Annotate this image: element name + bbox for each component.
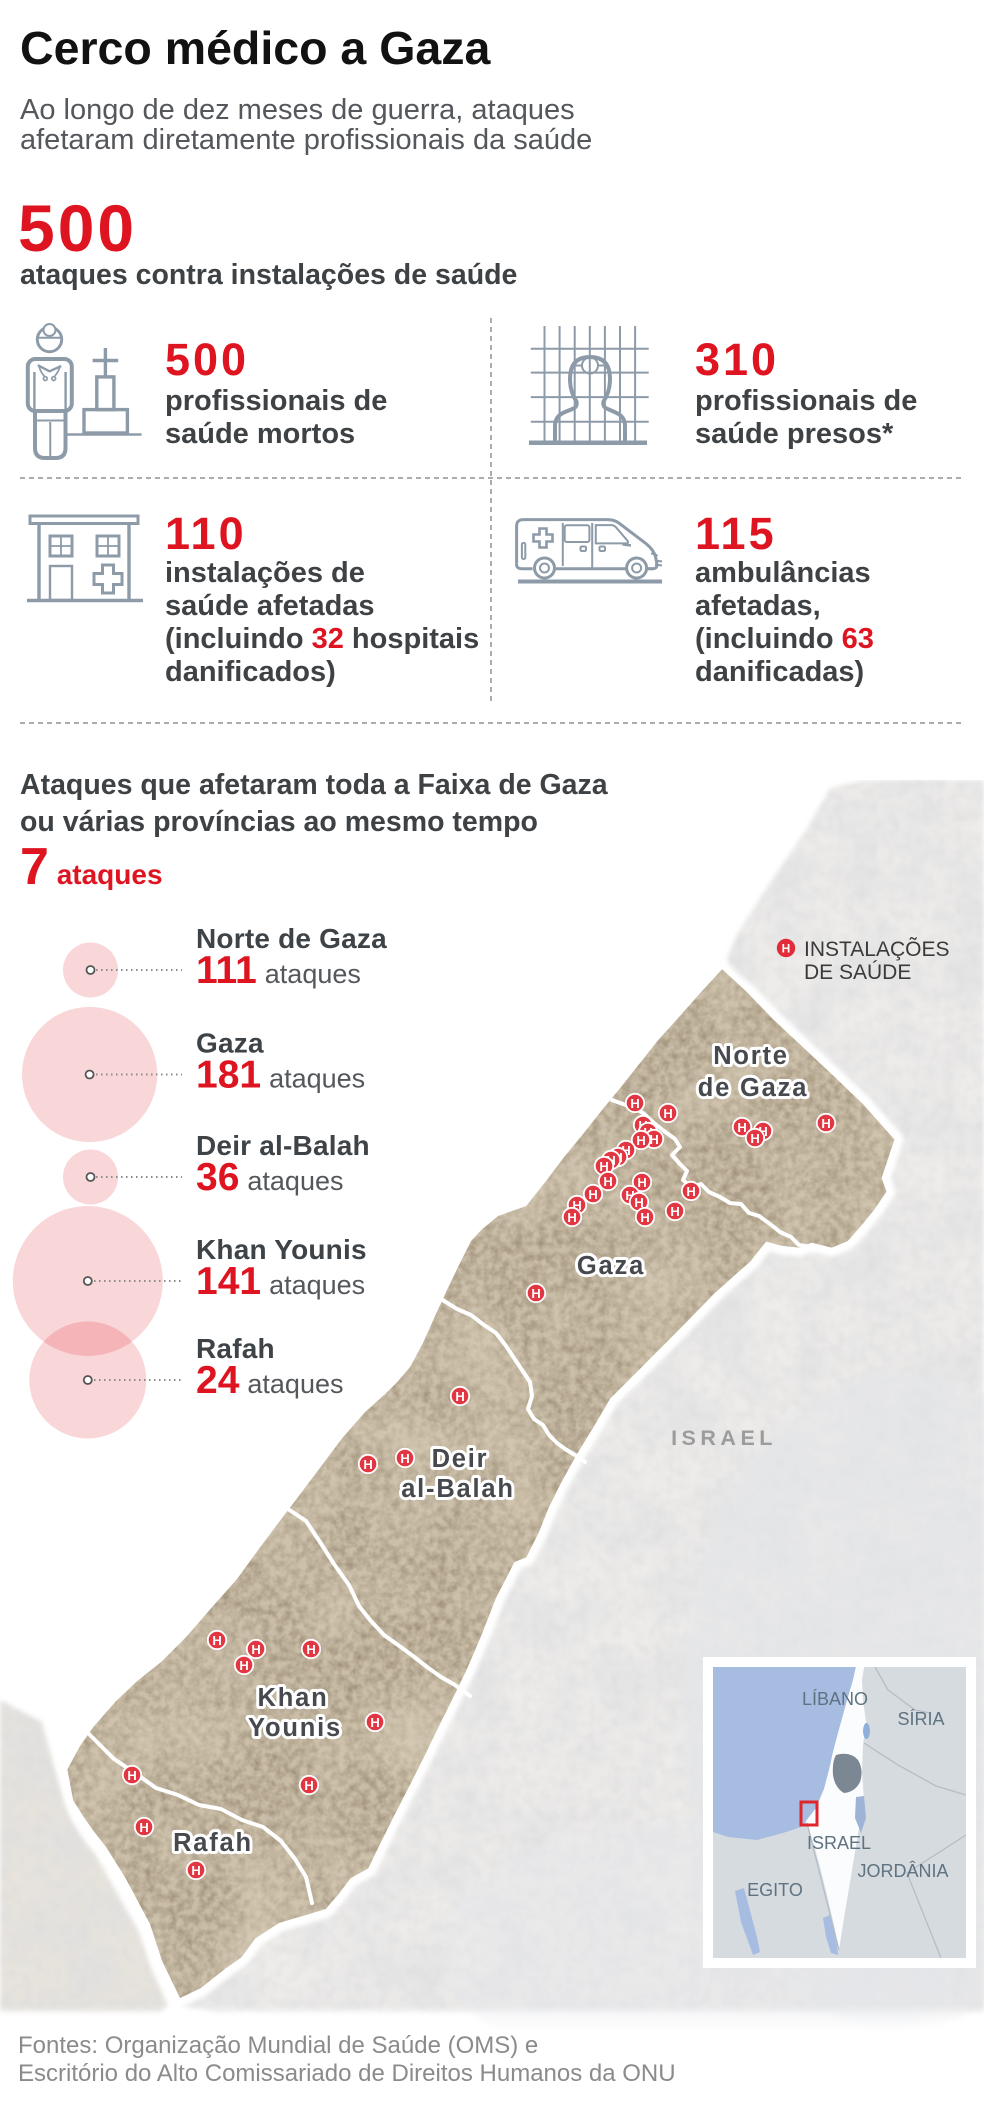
svg-text:H: H	[306, 1642, 315, 1657]
svg-text:Rafah: Rafah	[173, 1829, 253, 1857]
svg-text:H: H	[630, 1096, 639, 1111]
svg-text:H: H	[127, 1768, 136, 1783]
svg-text:H: H	[212, 1633, 221, 1648]
svg-text:Deir: Deir	[432, 1445, 489, 1473]
svg-text:LÍBANO: LÍBANO	[802, 1689, 868, 1709]
svg-text:Khan Younis: Khan Younis	[196, 1234, 367, 1265]
svg-text:de Gaza: de Gaza	[698, 1074, 808, 1102]
svg-text:JORDÂNIA: JORDÂNIA	[857, 1861, 948, 1881]
svg-text:Khan: Khan	[258, 1684, 329, 1712]
svg-text:H: H	[603, 1174, 612, 1189]
svg-text:H: H	[239, 1658, 248, 1673]
svg-text:H: H	[599, 1159, 608, 1174]
svg-text:EGITO: EGITO	[747, 1880, 803, 1900]
svg-text:H: H	[588, 1187, 597, 1202]
svg-text:H: H	[636, 1133, 645, 1148]
svg-text:Norte de Gaza: Norte de Gaza	[196, 923, 387, 954]
svg-text:H: H	[737, 1120, 746, 1135]
svg-text:H: H	[758, 1124, 767, 1139]
svg-text:Rafah: Rafah	[196, 1333, 275, 1364]
svg-text:H: H	[649, 1132, 658, 1147]
svg-text:H: H	[670, 1204, 679, 1219]
svg-text:H: H	[663, 1106, 672, 1121]
svg-text:H: H	[621, 1143, 630, 1158]
svg-text:H: H	[251, 1642, 260, 1657]
svg-text:Younis: Younis	[248, 1714, 342, 1742]
svg-text:H: H	[750, 1131, 759, 1146]
svg-text:Norte: Norte	[713, 1042, 789, 1070]
svg-text:DE SAÚDE: DE SAÚDE	[804, 961, 911, 984]
svg-text:H: H	[370, 1715, 379, 1730]
svg-text:H: H	[531, 1286, 540, 1301]
svg-text:H: H	[572, 1198, 581, 1213]
svg-text:INSTALAÇÕES: INSTALAÇÕES	[804, 937, 949, 961]
svg-text:H: H	[139, 1820, 148, 1835]
svg-text:H: H	[455, 1389, 464, 1404]
svg-text:H: H	[400, 1451, 409, 1466]
svg-text:Deir al-Balah: Deir al-Balah	[196, 1130, 370, 1161]
svg-text:H: H	[634, 1195, 643, 1210]
svg-text:H: H	[821, 1116, 830, 1131]
svg-text:H: H	[782, 942, 791, 956]
svg-text:ISRAEL: ISRAEL	[671, 1426, 777, 1450]
svg-text:H: H	[640, 1210, 649, 1225]
svg-text:H: H	[363, 1457, 372, 1472]
svg-text:al-Balah: al-Balah	[401, 1475, 515, 1503]
svg-text:H: H	[686, 1184, 695, 1199]
svg-text:SÍRIA: SÍRIA	[897, 1709, 944, 1729]
svg-text:H: H	[625, 1188, 634, 1203]
svg-text:Gaza: Gaza	[577, 1252, 645, 1280]
svg-text:H: H	[304, 1778, 313, 1793]
svg-text:H: H	[637, 1175, 646, 1190]
svg-text:H: H	[191, 1863, 200, 1878]
svg-text:ISRAEL: ISRAEL	[807, 1833, 871, 1853]
svg-text:Gaza: Gaza	[196, 1028, 264, 1059]
svg-text:H: H	[567, 1210, 576, 1225]
